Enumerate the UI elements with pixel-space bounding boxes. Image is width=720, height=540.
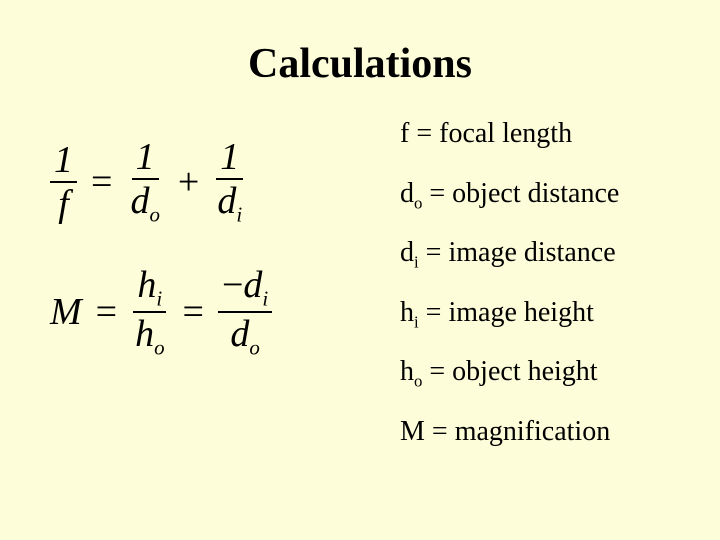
equals-op: =: [177, 290, 210, 334]
def-var: M: [400, 416, 425, 447]
content-area: 1 f = 1 do + 1 di M = hi ho = −di: [50, 118, 670, 452]
lens-lhs-fraction: 1 f: [50, 141, 77, 223]
lens-equation: 1 f = 1 do + 1 di: [50, 138, 380, 226]
lens-lhs-num: 1: [50, 141, 77, 183]
lens-r2-fraction: 1 di: [213, 138, 246, 226]
def-var: d: [400, 237, 414, 268]
mag-rhs-num: −di: [218, 266, 272, 314]
def-text: = object distance: [422, 178, 619, 209]
mag-mid-den: ho: [131, 313, 168, 359]
mag-lhs: M: [50, 290, 82, 334]
lens-r1-den: do: [126, 180, 163, 226]
def-var: h: [400, 297, 414, 328]
magnification-equation: M = hi ho = −di do: [50, 266, 380, 359]
definition-row: f = focal length: [400, 118, 670, 154]
plus-op: +: [172, 160, 205, 204]
definition-row: hi = image height: [400, 297, 670, 333]
def-var: f: [400, 118, 409, 149]
mag-rhs-fraction: −di do: [218, 266, 272, 359]
lens-r1-num: 1: [132, 138, 159, 180]
equations-column: 1 f = 1 do + 1 di M = hi ho = −di: [50, 118, 380, 452]
lens-r2-den: di: [213, 180, 246, 226]
lens-lhs-den: f: [54, 183, 73, 223]
equals-op: =: [85, 160, 118, 204]
mag-mid-fraction: hi ho: [131, 266, 168, 359]
def-text: = image height: [419, 297, 594, 328]
equals-op: =: [90, 290, 123, 334]
lens-r2-num: 1: [216, 138, 243, 180]
def-var: d: [400, 178, 414, 209]
def-text: = focal length: [409, 118, 572, 149]
definition-row: M = magnification: [400, 416, 670, 452]
def-var: h: [400, 356, 414, 387]
definition-row: do = object distance: [400, 178, 670, 214]
def-text: = image distance: [419, 237, 616, 268]
definitions-column: f = focal length do = object distance di…: [400, 118, 670, 452]
definition-row: ho = object height: [400, 356, 670, 392]
lens-r1-fraction: 1 do: [126, 138, 163, 226]
definition-row: di = image distance: [400, 237, 670, 273]
mag-mid-num: hi: [133, 266, 166, 314]
mag-rhs-den: do: [226, 313, 263, 359]
def-text: = object height: [422, 356, 597, 387]
def-text: = magnification: [425, 416, 610, 447]
page-title: Calculations: [50, 40, 670, 88]
